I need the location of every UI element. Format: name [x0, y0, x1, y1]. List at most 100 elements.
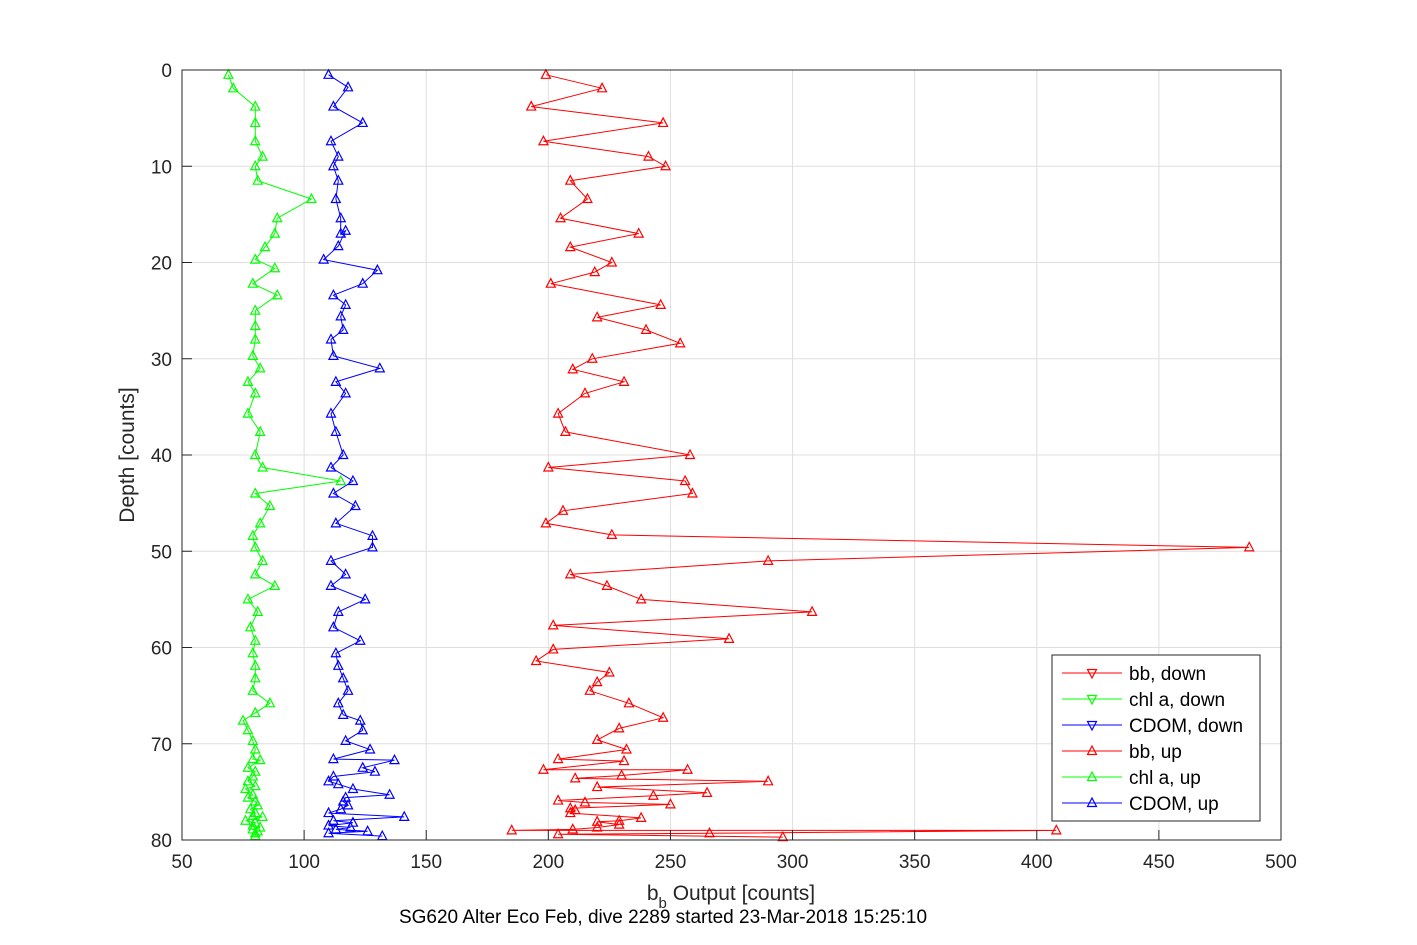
data-point-marker	[249, 387, 261, 398]
data-point-marker	[357, 116, 369, 128]
data-point-marker	[327, 752, 339, 764]
data-point-marker	[357, 723, 369, 735]
data-point-marker	[332, 777, 344, 789]
y-axis-label: Depth [counts]	[116, 387, 139, 522]
data-point-marker	[530, 654, 542, 666]
data-point-marker	[552, 407, 564, 418]
data-point-marker	[247, 529, 259, 540]
data-point-marker	[249, 487, 261, 498]
data-point-marker	[252, 605, 264, 616]
data-point-marker	[249, 826, 261, 838]
data-point-marker	[264, 697, 276, 708]
x-tick-label: 50	[171, 852, 192, 873]
data-point-marker	[335, 211, 347, 223]
data-point-marker	[330, 646, 342, 658]
data-point-marker	[247, 788, 259, 799]
data-point-marker	[591, 780, 603, 792]
data-point-marker	[337, 672, 349, 683]
data-point-marker	[704, 826, 716, 838]
data-point-marker	[618, 375, 630, 386]
data-point-marker	[249, 659, 261, 670]
data-point-marker	[249, 304, 261, 315]
data-point-marker	[679, 474, 691, 486]
data-point-marker	[335, 802, 347, 814]
data-point-marker	[684, 448, 696, 460]
data-point-marker	[337, 323, 349, 334]
series-line	[322, 74, 405, 837]
data-point-marker	[623, 697, 635, 708]
data-point-marker	[581, 192, 593, 204]
data-point-marker	[330, 823, 342, 834]
legend-swatch-marker	[1086, 694, 1098, 706]
data-point-marker	[366, 529, 378, 540]
y-tick-label: 60	[151, 639, 172, 660]
data-point-marker	[337, 708, 349, 719]
data-point-marker	[1050, 824, 1062, 835]
y-tick-label: 30	[151, 350, 172, 371]
data-point-marker	[249, 319, 261, 331]
data-point-marker	[237, 714, 249, 725]
x-tick-label: 350	[899, 852, 931, 873]
data-point-marker	[247, 684, 259, 695]
data-point-marker	[244, 621, 256, 632]
data-point-marker	[271, 211, 283, 223]
data-point-marker	[620, 743, 632, 754]
data-point-marker	[257, 554, 269, 565]
data-point-marker	[596, 82, 608, 93]
data-point-marker	[247, 734, 259, 745]
data-point-marker	[347, 474, 359, 486]
data-point-marker	[335, 227, 347, 238]
data-point-marker	[249, 672, 261, 683]
data-point-marker	[269, 227, 281, 238]
data-point-marker	[635, 593, 647, 604]
data-point-marker	[249, 159, 261, 171]
data-point-marker	[249, 448, 261, 460]
data-point-marker	[325, 554, 337, 565]
data-point-marker	[601, 579, 613, 591]
data-point-marker	[323, 775, 335, 786]
data-point-marker	[559, 425, 571, 436]
data-point-marker	[547, 619, 559, 630]
data-point-marker	[332, 239, 344, 251]
data-point-marker	[249, 634, 261, 645]
data-point-marker	[564, 801, 576, 813]
x-tick-label: 450	[1143, 852, 1175, 873]
data-point-marker	[242, 791, 254, 802]
data-point-marker	[222, 68, 234, 79]
data-point-marker	[247, 752, 259, 764]
data-point-marker	[586, 352, 598, 363]
data-point-marker	[249, 134, 261, 146]
data-point-marker	[762, 775, 774, 786]
series-line	[511, 74, 1250, 838]
legend-label: CDOM, down	[1129, 716, 1243, 737]
data-point-marker	[657, 116, 669, 128]
data-point-marker	[240, 814, 251, 825]
data-point-marker	[325, 333, 337, 344]
data-point-marker	[606, 528, 618, 539]
data-point-marker	[264, 499, 276, 511]
data-point-marker	[249, 100, 261, 111]
data-point-marker	[345, 821, 357, 832]
data-point-marker	[332, 697, 344, 708]
legend: bb, down chl a, down CDOM, down bb, up chl a…	[1051, 654, 1261, 822]
y-tick-label: 20	[151, 254, 172, 275]
data-point-marker	[254, 362, 266, 373]
data-point-marker	[567, 823, 579, 834]
data-point-marker	[806, 605, 818, 616]
data-point-marker	[618, 754, 630, 766]
data-point-marker	[325, 461, 337, 472]
data-point-marker	[603, 666, 615, 677]
data-point-marker	[762, 554, 774, 565]
data-point-marker	[327, 349, 339, 360]
data-point-marker	[335, 310, 347, 321]
data-point-marker	[564, 806, 576, 818]
data-point-marker	[660, 159, 672, 171]
data-point-marker	[340, 568, 352, 579]
legend-label: CDOM, up	[1129, 794, 1219, 815]
data-point-marker	[332, 605, 344, 616]
data-point-marker	[369, 765, 381, 776]
series-layer	[222, 68, 1255, 842]
x-tick-label: 150	[410, 852, 442, 873]
data-point-marker	[318, 253, 330, 264]
